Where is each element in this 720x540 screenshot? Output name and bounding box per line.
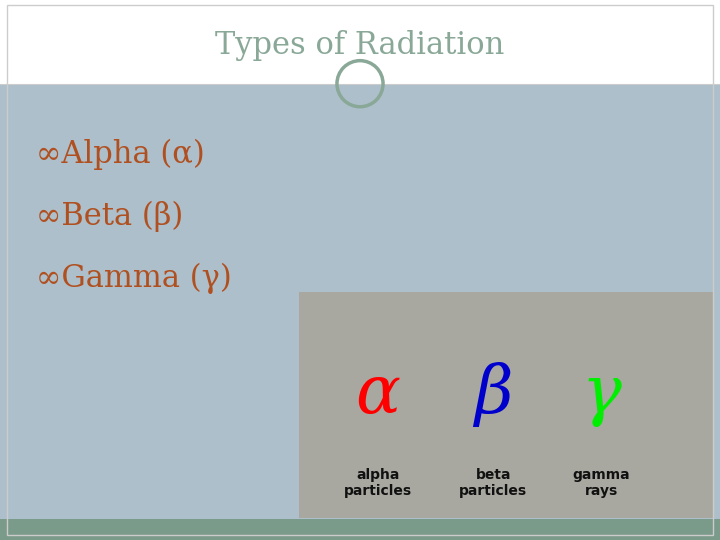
Text: alpha
particles: alpha particles <box>344 468 412 498</box>
Text: β: β <box>474 362 513 427</box>
Text: ∞Beta (β): ∞Beta (β) <box>36 200 184 232</box>
Bar <box>0 519 720 540</box>
Text: ∞Alpha (α): ∞Alpha (α) <box>36 138 204 170</box>
Text: beta
particles: beta particles <box>459 468 527 498</box>
Bar <box>0 0 720 84</box>
Text: α: α <box>356 362 400 427</box>
Bar <box>299 292 713 518</box>
Bar <box>0 84 720 519</box>
Text: Types of Radiation: Types of Radiation <box>215 30 505 62</box>
Text: gamma
rays: gamma rays <box>572 468 630 498</box>
Text: γ: γ <box>581 362 621 427</box>
Text: ∞Gamma (γ): ∞Gamma (γ) <box>36 262 232 294</box>
